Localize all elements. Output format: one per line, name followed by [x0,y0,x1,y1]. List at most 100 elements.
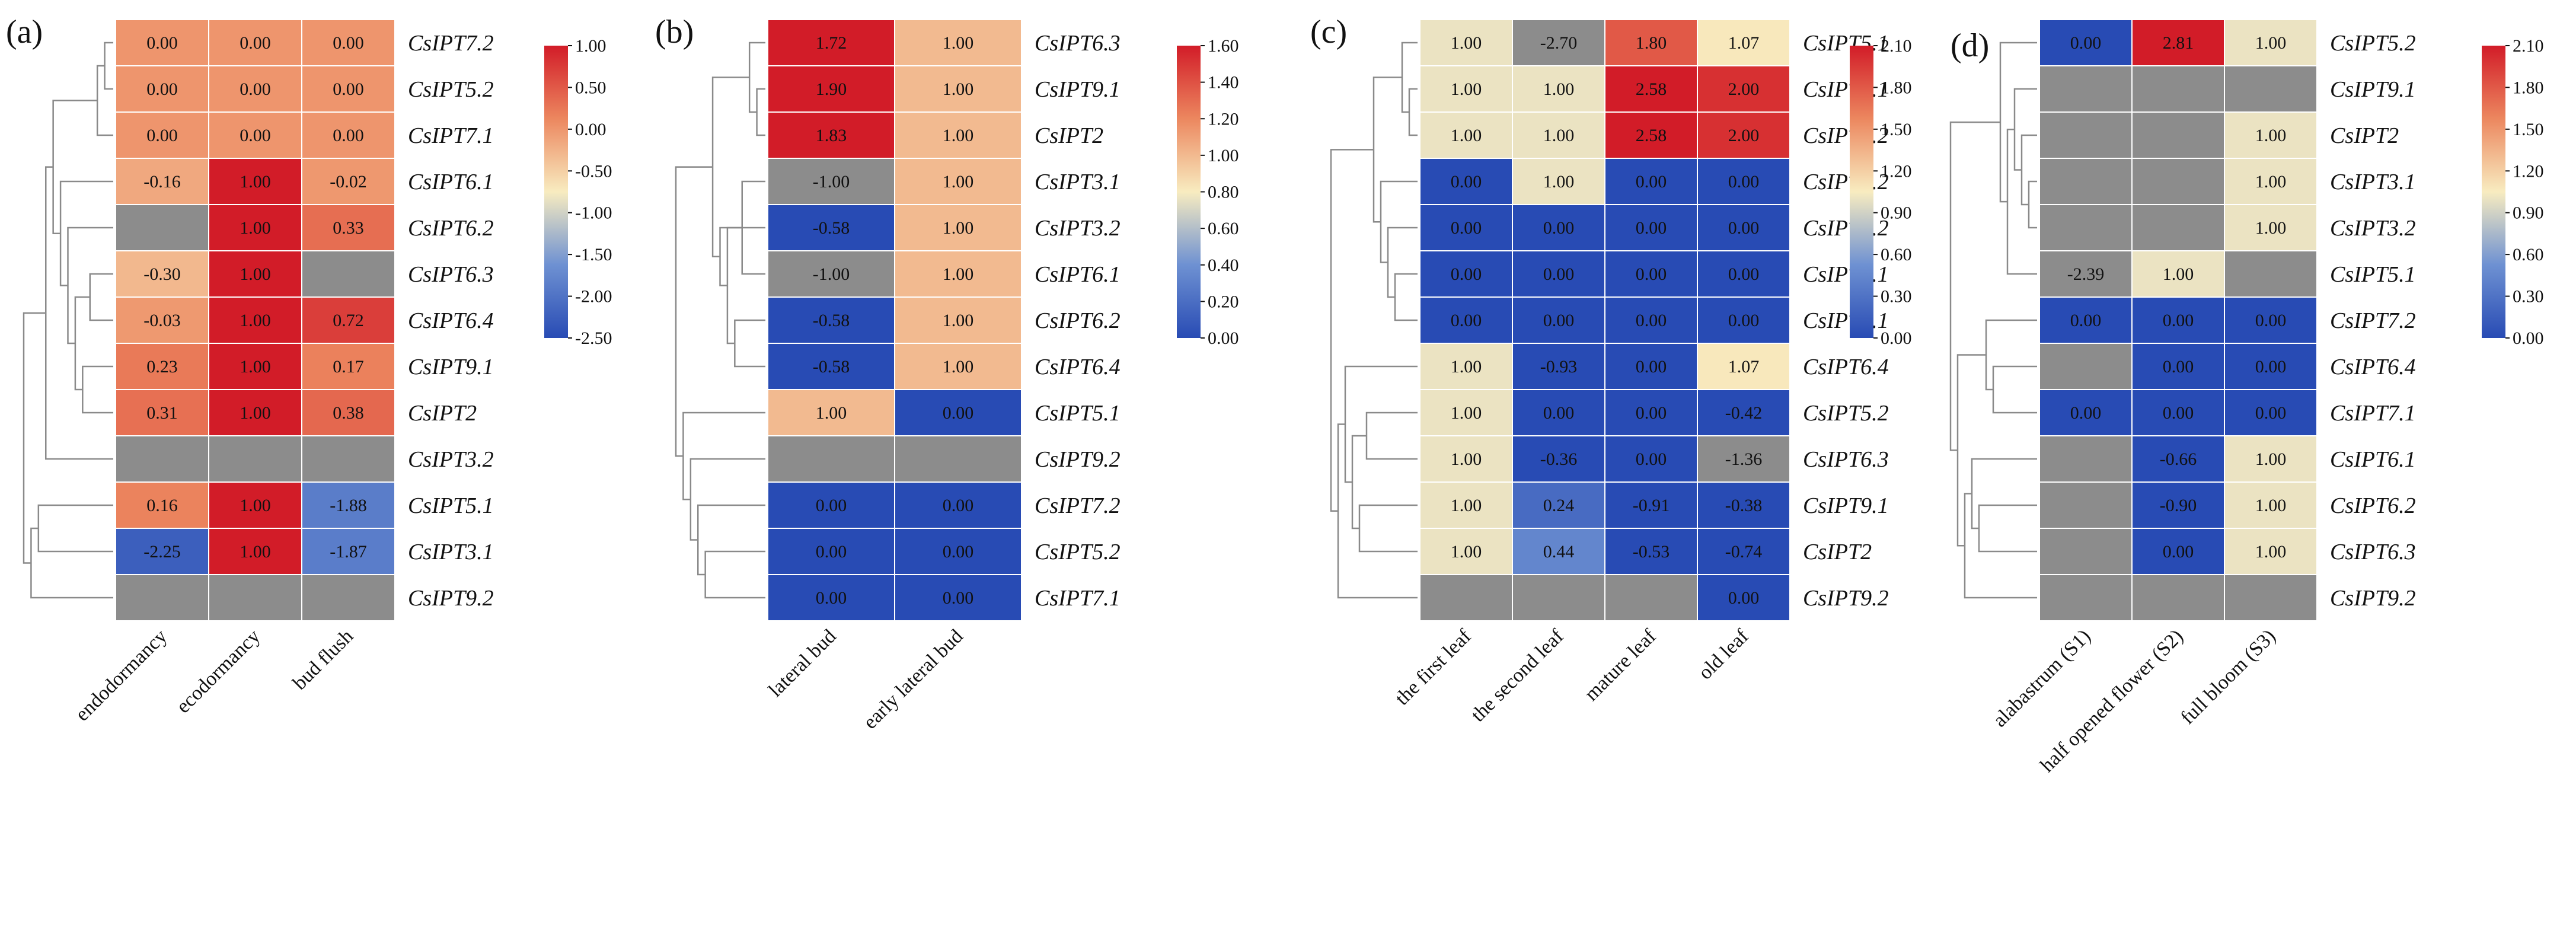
gene-row-label: CsIPT3.2 [1035,216,1121,241]
heatmap-cell [2131,250,2225,298]
dendrogram-branch [1330,149,1374,512]
heatmap-cell [767,204,895,251]
colorbar-tick-label: 0.40 [1208,256,1239,275]
colorbar-tick-label: 1.40 [1208,73,1239,92]
dendrogram-branch [1387,227,1418,298]
column-axis-label: ecodormancy [172,625,264,717]
colorbar-tick-label: 1.50 [2513,120,2544,139]
heatmap-cell [1697,158,1790,205]
heatmap-cell [1512,158,1605,205]
cell-value-label: 0.00 [146,33,178,53]
cell-value-label: 0.00 [943,588,974,608]
gene-row-label: CsIPT5.2 [2330,31,2416,56]
heatmap-cell [767,250,895,298]
colorbar-tick-label: 0.00 [2513,328,2544,348]
heatmap-cell [2039,111,2133,159]
heatmap-cell [1512,65,1605,113]
dendrogram-branch [1978,504,2037,553]
cell-value-label: 1.00 [2255,218,2287,238]
dendrogram-branch [23,312,46,564]
heatmap-cell [767,481,895,529]
colorbar-tick-label: 2.10 [2513,36,2544,56]
cell-value-label: -0.74 [1725,542,1763,562]
cell-value-label: 1.00 [943,264,974,284]
cell-value-label: 0.00 [1728,264,1760,284]
dendrogram-branch [1992,365,2037,414]
heatmap-cell [1604,574,1698,621]
gene-row-label: CsIPT9.1 [408,355,494,379]
dendrogram-branch [1344,365,1418,483]
gene-row-label: CsIPT9.1 [1803,493,1889,518]
heatmap-cell [115,343,209,390]
heatmap-cell [1419,343,1513,390]
cell-value-label: 1.00 [943,172,974,192]
dendrogram-branch [104,42,113,90]
colorbar-tick-label: -0.50 [575,161,612,181]
column-axis-label: mature leaf [1581,625,1661,705]
heatmap-cell [2131,574,2225,621]
gene-row-label: CsIPT6.4 [408,308,494,333]
gene-row-label: CsIPT7.2 [408,31,494,56]
heatmap-panel-a: (a) 0.00 0.00 0.00 CsIPT7.2 0.00 0.00 0.00 CsIPT… [6,14,612,726]
cell-value-label: 0.00 [816,542,847,562]
column-axis-label: bud flush [289,625,357,694]
heatmap-cell [2224,343,2318,390]
heatmap-cell [767,65,895,113]
heatmap-cell [767,111,895,159]
heatmap-cell [1419,296,1513,344]
cell-value-label: 1.00 [943,79,974,99]
cell-value-label: 0.00 [1728,311,1760,330]
heatmap-cell [1697,389,1790,436]
heatmap-cell [2224,204,2318,251]
cell-value-label: 1.00 [2255,33,2287,53]
gene-row-label: CsIPT2 [1803,540,1872,564]
cell-value-label: 0.00 [1543,218,1575,238]
dendrogram-branch [1394,273,1418,321]
gene-row-label: CsIPT5.1 [408,493,494,518]
cell-value-label: 0.00 [943,542,974,562]
gene-row-label: CsIPT6.4 [1803,355,1889,379]
cell-value-label: 0.24 [1543,496,1575,515]
cell-value-label: 0.23 [146,357,178,377]
dendrogram-branch [1380,180,1418,263]
colorbar-tick-label: 0.60 [1881,245,1912,264]
gene-row-label: CsIPT3.2 [408,447,494,472]
cell-value-label: 0.00 [1543,264,1575,284]
heatmap-cell [894,296,1022,344]
cell-value-label: 2.00 [1728,79,1760,99]
heatmap-cell [1512,435,1605,483]
heatmap-cell [208,435,302,483]
heatmap-cell [894,158,1022,205]
panel-label: (a) [6,14,43,50]
heatmap-panel-c: (c) 1.00 -2.70 1.80 1.07 CsIPT5.1 1.00 1.00 2.58… [1310,14,1912,726]
gene-row-label: CsIPT7.2 [1803,216,1889,241]
heatmap-cell [894,250,1022,298]
cell-value-label: 1.00 [2255,126,2287,145]
cell-value-label: 1.83 [816,126,847,145]
cell-value-label: 0.00 [816,588,847,608]
dendrogram-branch [1337,423,1418,599]
dendrogram-branch [682,412,765,500]
heatmap-cell [301,343,395,390]
heatmap-cell [1604,111,1698,159]
colorbar [1177,46,1201,338]
heatmap-cell [301,435,395,483]
heatmap-cell [2131,19,2225,66]
dendrogram-branch [96,65,113,136]
gene-row-label: CsIPT6.1 [1035,262,1121,287]
cell-value-label: 0.00 [1728,218,1760,238]
heatmap-cell [767,343,895,390]
column-axis-label: full bloom (S3) [2176,625,2280,728]
gene-row-label: CsIPT6.2 [1803,170,1889,194]
cell-value-label: -0.58 [813,311,850,330]
dendrogram-branch [1971,458,2037,530]
heatmap-cell [115,158,209,205]
heatmap-cell [1697,528,1790,575]
cell-value-label: -0.16 [143,172,181,192]
heatmap-cell [894,19,1022,66]
cell-value-label: 0.00 [1451,218,1482,238]
cell-value-label: 0.00 [333,126,364,145]
heatmap-cell [1419,528,1513,575]
cell-value-label: 0.00 [2070,311,2102,330]
